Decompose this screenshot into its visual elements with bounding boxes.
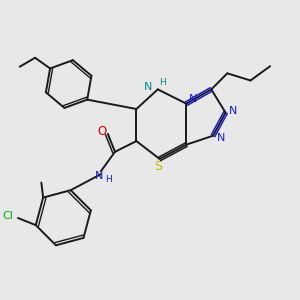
Text: O: O [97,124,106,138]
Text: S: S [154,160,162,173]
Text: Cl: Cl [2,211,14,221]
Text: N: N [229,106,238,116]
Text: N: N [188,94,197,104]
Text: N: N [95,171,103,181]
Text: H: H [105,175,112,184]
Text: H: H [159,79,166,88]
Text: N: N [217,133,225,142]
Text: N: N [144,82,152,92]
